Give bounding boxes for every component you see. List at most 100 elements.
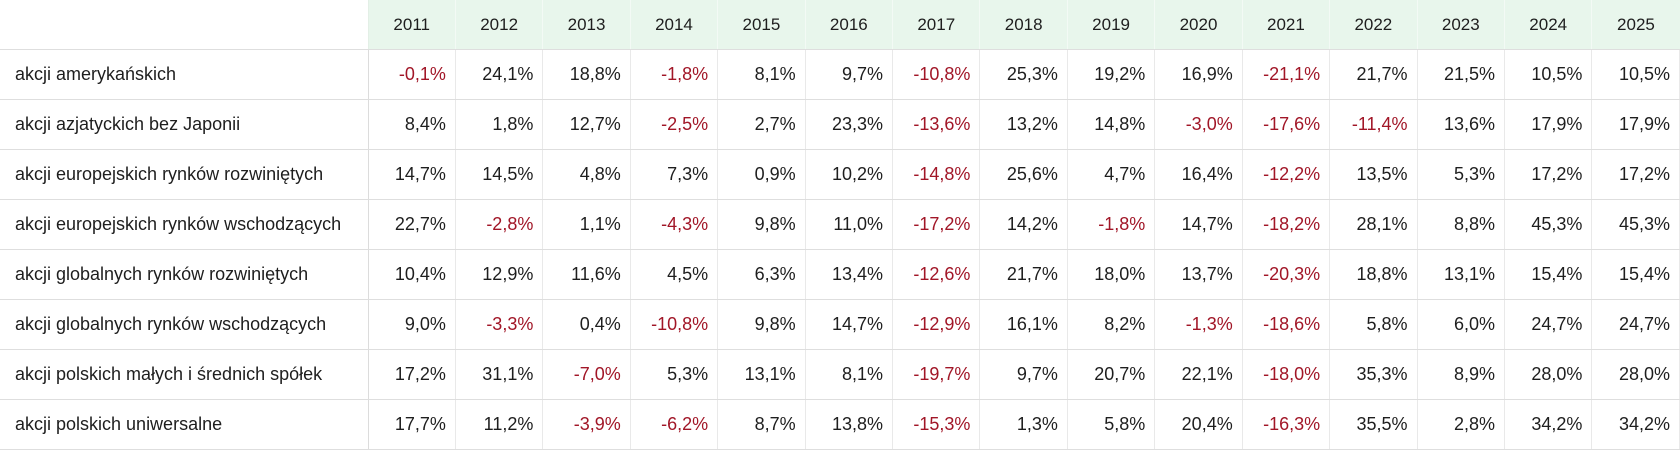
value-cell: 9,8%: [717, 199, 806, 250]
value-cell: 35,5%: [1329, 399, 1418, 450]
value-cell: -3,0%: [1154, 99, 1243, 150]
table-row: akcji amerykańskich -0,1% 24,1% 18,8% -1,8% 8…: [0, 49, 1680, 100]
value-cell: 18,8%: [1329, 249, 1418, 300]
value-cell: -13,6%: [892, 99, 980, 150]
table-row: akcji globalnych rynków rozwiniętych 10,4…: [0, 249, 1680, 300]
value-cell: -18,0%: [1241, 349, 1330, 400]
table-row: akcji polskich uniwersalne 17,7% 11,2% -3,9…: [0, 399, 1680, 450]
value-cell: 9,7%: [804, 49, 893, 100]
value-cell: -1,3%: [1154, 299, 1243, 350]
value-cell: 8,7%: [717, 399, 806, 450]
value-cell: 14,7%: [367, 149, 456, 200]
value-cell: 14,2%: [979, 199, 1068, 250]
year-header: 2016: [804, 0, 893, 50]
value-cell: 15,4%: [1591, 249, 1680, 300]
value-cell: 10,2%: [804, 149, 893, 200]
value-cell: 6,3%: [717, 249, 806, 300]
value-cell: 9,7%: [979, 349, 1068, 400]
year-header: 2025: [1591, 0, 1680, 50]
value-cell: 17,9%: [1503, 99, 1592, 150]
value-cell: -12,6%: [892, 249, 980, 300]
value-cell: 45,3%: [1503, 199, 1592, 250]
value-cell: 16,9%: [1154, 49, 1243, 100]
year-header: 2013: [542, 0, 631, 50]
value-cell: -14,8%: [892, 149, 980, 200]
value-cell: 20,7%: [1066, 349, 1155, 400]
value-cell: -21,1%: [1241, 49, 1330, 100]
value-cell: -4,3%: [629, 199, 718, 250]
value-cell: 1,3%: [979, 399, 1068, 450]
value-cell: 8,2%: [1066, 299, 1155, 350]
value-cell: 25,6%: [979, 149, 1068, 200]
value-cell: -1,8%: [629, 49, 718, 100]
value-cell: 45,3%: [1591, 199, 1680, 250]
corner-cell: [0, 0, 368, 50]
value-cell: 11,6%: [542, 249, 631, 300]
value-cell: 5,3%: [1416, 149, 1505, 200]
year-header: 2014: [629, 0, 718, 50]
value-cell: -7,0%: [542, 349, 631, 400]
value-cell: -1,8%: [1066, 199, 1155, 250]
table-row: akcji azjatyckich bez Japonii 8,4% 1,8% 12,…: [0, 99, 1680, 150]
value-cell: 19,2%: [1066, 49, 1155, 100]
value-cell: 0,4%: [542, 299, 631, 350]
value-cell: -11,4%: [1329, 99, 1418, 150]
header-row: 2011 2012 2013 2014 2015 2016 2017 2018 2019 2020…: [0, 0, 1680, 50]
value-cell: 13,2%: [979, 99, 1068, 150]
value-cell: 28,1%: [1329, 199, 1418, 250]
year-header: 2018: [979, 0, 1068, 50]
value-cell: 22,7%: [367, 199, 456, 250]
value-cell: 8,9%: [1416, 349, 1505, 400]
row-label: akcji europejskich rynków rozwiniętych: [0, 149, 368, 200]
value-cell: 13,8%: [804, 399, 893, 450]
value-cell: 21,7%: [979, 249, 1068, 300]
value-cell: 10,5%: [1503, 49, 1592, 100]
value-cell: 12,7%: [542, 99, 631, 150]
value-cell: 17,2%: [1503, 149, 1592, 200]
value-cell: 17,9%: [1591, 99, 1680, 150]
value-cell: 8,1%: [804, 349, 893, 400]
table-row: akcji polskich małych i średnich spółek 1…: [0, 349, 1680, 400]
value-cell: -17,2%: [892, 199, 980, 250]
value-cell: -20,3%: [1241, 249, 1330, 300]
value-cell: 4,7%: [1066, 149, 1155, 200]
value-cell: 20,4%: [1154, 399, 1243, 450]
year-header: 2024: [1503, 0, 1592, 50]
value-cell: 5,8%: [1329, 299, 1418, 350]
value-cell: 34,2%: [1591, 399, 1680, 450]
value-cell: 17,2%: [1591, 149, 1680, 200]
value-cell: 13,6%: [1416, 99, 1505, 150]
year-header: 2020: [1154, 0, 1243, 50]
value-cell: 17,7%: [367, 399, 456, 450]
value-cell: 8,1%: [717, 49, 806, 100]
row-label: akcji globalnych rynków rozwiniętych: [0, 249, 368, 300]
value-cell: 14,7%: [804, 299, 893, 350]
value-cell: 28,0%: [1503, 349, 1592, 400]
table-row: akcji globalnych rynków wschodzących 9,0%…: [0, 299, 1680, 350]
value-cell: 24,1%: [454, 49, 543, 100]
year-header: 2021: [1241, 0, 1330, 50]
value-cell: 8,4%: [367, 99, 456, 150]
row-label: akcji amerykańskich: [0, 49, 368, 100]
value-cell: -2,5%: [629, 99, 718, 150]
value-cell: 22,1%: [1154, 349, 1243, 400]
year-header: 2017: [892, 0, 980, 50]
value-cell: 24,7%: [1503, 299, 1592, 350]
value-cell: 16,1%: [979, 299, 1068, 350]
value-cell: -18,2%: [1241, 199, 1330, 250]
value-cell: 15,4%: [1503, 249, 1592, 300]
value-cell: -0,1%: [367, 49, 456, 100]
value-cell: 13,1%: [717, 349, 806, 400]
value-cell: 8,8%: [1416, 199, 1505, 250]
value-cell: 0,9%: [717, 149, 806, 200]
value-cell: 14,8%: [1066, 99, 1155, 150]
value-cell: -19,7%: [892, 349, 980, 400]
table-row: akcji europejskich rynków wschodzących 22…: [0, 199, 1680, 250]
value-cell: 13,5%: [1329, 149, 1418, 200]
value-cell: 7,3%: [629, 149, 718, 200]
value-cell: 10,4%: [367, 249, 456, 300]
value-cell: 1,1%: [542, 199, 631, 250]
value-cell: 21,5%: [1416, 49, 1505, 100]
